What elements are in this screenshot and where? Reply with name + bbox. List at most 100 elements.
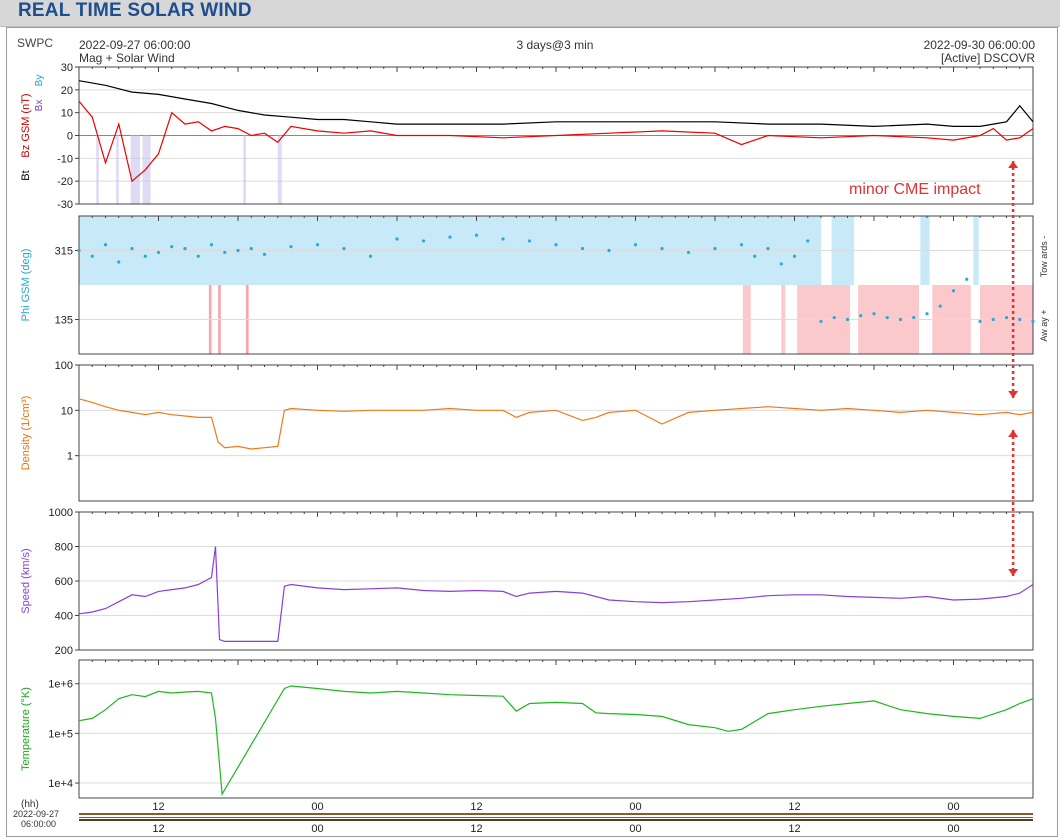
panel-1-phi-point	[554, 243, 558, 247]
panel-1-phi-point	[501, 237, 505, 241]
panel-0-y-tick-label: -30	[57, 199, 73, 211]
panel-1-phi-point	[170, 245, 174, 249]
panel-3-y-tick-label: 800	[55, 542, 73, 554]
panel-0-ylabel-by: By	[34, 75, 45, 87]
panel-0-shading	[277, 135, 282, 204]
x-tick-label-top: 12	[788, 801, 800, 813]
panel-3-series-speed	[78, 546, 1034, 642]
panel-1-phi-point	[713, 246, 717, 251]
panel-3-y-tick-label: 600	[55, 576, 73, 588]
panel-1-phi-point	[342, 246, 346, 251]
time-rule-lower	[79, 819, 1033, 821]
panel-1-phi-point	[90, 254, 94, 258]
panel-1-phi-point	[368, 254, 373, 258]
panel-1-phi-point	[448, 235, 452, 239]
panel-1-side-label-away: Aw ay +	[1039, 309, 1049, 341]
panel-1-phi-point	[978, 319, 982, 324]
panel-1-phi-point	[912, 315, 916, 320]
panel-3-y-tick-label: 1000	[49, 507, 73, 519]
start-time: 2022-09-27 06:00:00	[79, 38, 191, 52]
panel-1-phi-point	[262, 252, 267, 256]
panel-4-ylabel: Temperature (°K)	[20, 687, 32, 771]
panel-1-phi-point	[130, 246, 134, 251]
panel-3-y-tick-label: 200	[55, 645, 73, 657]
panel-2-series-density	[78, 398, 1034, 450]
panel-0-ylabel-bx: Bx	[34, 100, 45, 112]
panel-1-phi-point	[1004, 315, 1009, 320]
cme-arrow-lower-head-down	[1008, 569, 1019, 576]
x-tick-label-top: 00	[311, 801, 323, 813]
cme-arrow-upper-head-down	[1008, 391, 1019, 398]
panel-2-y-tick-label: 10	[61, 405, 73, 417]
source-label: SWPC	[17, 36, 53, 50]
x-tick-label-bottom: 12	[470, 823, 482, 835]
panel-1-phi-point	[938, 304, 942, 308]
panel-0-shading	[130, 135, 140, 204]
panel-1-phi-point	[183, 246, 187, 251]
x-tick-label-top: 00	[947, 801, 959, 813]
panel-1-phi-point	[965, 277, 969, 281]
panel-2-y-tick-label: 1	[67, 451, 73, 463]
panel-1-phi-point	[792, 254, 797, 258]
panel-1-phi-point	[951, 289, 956, 293]
subtitle: Mag + Solar Wind	[79, 51, 175, 65]
panel-3-ylabel: Speed (km/s)	[20, 548, 32, 613]
axis-start-clock: 06:00:00	[21, 819, 56, 829]
panel-0-y-tick-label: -10	[57, 153, 73, 165]
panel-0-shading	[96, 135, 99, 204]
panel-1-ylabel: Phi GSM (deg)	[20, 249, 32, 322]
panel-1-phi-point	[991, 317, 995, 322]
panel-1-y-tick-label: 135	[55, 315, 73, 327]
page-title: REAL TIME SOLAR WIND	[18, 0, 252, 21]
panel-1-phi-point	[580, 246, 585, 251]
panel-0-shading	[116, 135, 119, 204]
time-rule-upper	[79, 813, 1033, 815]
panel-2-ylabel: Density (1/cm³)	[20, 396, 32, 471]
cme-arrow-upper-head-up	[1008, 161, 1019, 168]
panel-0-series-bz-gsm	[78, 100, 1034, 183]
panel-4-y-tick-label: 1e+6	[48, 679, 73, 691]
panel-1-phi-point	[527, 239, 532, 243]
x-tick-label-top: 00	[629, 801, 641, 813]
panel-4-y-tick-label: 1e+5	[48, 728, 73, 740]
x-tick-label-bottom: 00	[311, 823, 323, 835]
x-tick-label-top: 12	[152, 801, 164, 813]
panel-1-phi-point	[686, 250, 691, 255]
panel-1-y-tick-label: 315	[55, 246, 73, 258]
panel-1-phi-point	[925, 312, 929, 316]
hh-label: (hh)	[21, 799, 39, 810]
x-tick-label-top: 12	[470, 801, 482, 813]
panel-1-phi-point	[196, 254, 200, 258]
panel-1-phi-point	[885, 315, 889, 320]
panel-1-phi-point	[209, 243, 214, 247]
panel-1-phi-point	[474, 233, 479, 237]
panel-1-phi-point	[859, 314, 863, 318]
panel-1-phi-point	[103, 243, 108, 247]
panel-3-y-tick-label: 400	[55, 611, 73, 623]
panel-1-phi-point	[753, 254, 757, 258]
cme-arrow-lower-head-up	[1008, 430, 1019, 437]
panel-2-border	[78, 364, 1034, 502]
panel-1-phi-point	[779, 262, 783, 266]
panel-0-y-tick-label: 20	[61, 85, 73, 97]
axis-start-date: 2022-09-27	[13, 809, 59, 819]
panel-1-phi-point	[1018, 317, 1022, 322]
span-label: 3 days@3 min	[517, 38, 594, 52]
panel-1-phi-point	[660, 246, 664, 251]
panel-1-phi-point	[77, 248, 81, 253]
panel-4-series-temperature	[78, 685, 1034, 797]
panel-1-phi-point	[819, 319, 823, 324]
panel-1-phi-point	[766, 246, 770, 251]
time-rule-mid	[79, 817, 1033, 818]
panel-1-phi-point	[832, 315, 836, 320]
panel-0-y-tick-label: 10	[61, 108, 73, 120]
panel-0-y-tick-label: -20	[57, 176, 73, 188]
plot-frame: SWPC 2022-09-27 06:00:00 Mag + Solar Wind 3…	[6, 27, 1058, 837]
panel-1-phi-point	[156, 250, 161, 255]
x-tick-label-bottom: 12	[152, 823, 164, 835]
panel-1-phi-point	[607, 248, 611, 253]
panel-1-phi-point	[289, 245, 293, 249]
panel-4-border	[78, 659, 1034, 799]
x-tick-label-bottom: 12	[788, 823, 800, 835]
